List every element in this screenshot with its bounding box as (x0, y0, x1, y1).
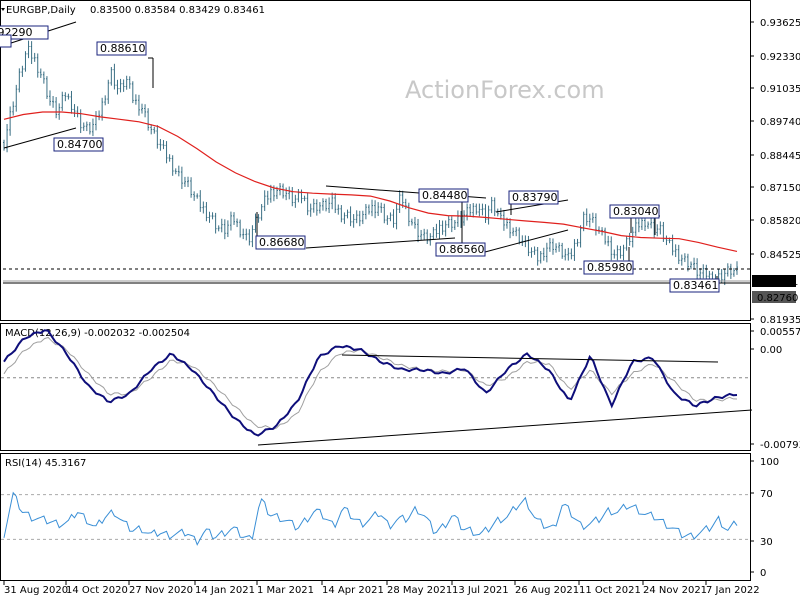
date-axis-label: 26 Aug 2021 (515, 585, 579, 596)
date-axis-label: 14 Apr 2021 (322, 585, 384, 596)
price-annotation-box (0, 25, 49, 40)
macd-axis-label: 0.00 (760, 345, 782, 356)
price-annotation-box (669, 278, 720, 293)
rsi-axis-label: 100 (760, 457, 779, 468)
rsi-line (3, 491, 738, 546)
date-axis-label: 7 Jan 2022 (706, 585, 760, 596)
price-axis-label: 0.89740 (760, 117, 800, 128)
price-annotation-label: 0.85980 (587, 261, 633, 274)
date-axis-label: 1 Mar 2021 (257, 585, 314, 596)
macd-signal-line (3, 336, 738, 430)
price-annotation-label: 0.86680 (259, 236, 305, 249)
chart-title-symbol: EURGBP,Daily (6, 5, 76, 16)
date-axis-label: 31 Aug 2020 (4, 585, 68, 596)
price-annotation-label: 0.83040 (613, 205, 659, 218)
price-annotation-label: 0.84700 (57, 138, 103, 151)
macd-axis-label: 0.005579 (760, 327, 800, 338)
rsi-axis-label: 70 (760, 489, 773, 500)
watermark: ActionForex.com (405, 76, 605, 104)
price-axis-label: 0.85820 (760, 216, 800, 227)
rsi-axis-label: 30 (760, 537, 773, 548)
macd-trendline-upper (341, 354, 719, 363)
symbol-dropdown-icon[interactable] (1, 8, 5, 11)
annotation-layer: 0.922900.886100.847000.866800.844800.865… (0, 21, 753, 446)
price-axis-label: 0.88445 (760, 151, 800, 162)
price-axis-label: 0.93625 (760, 18, 800, 29)
date-axis-label: 14 Jan 2021 (195, 585, 255, 596)
rsi-axis-label: 0 (760, 568, 766, 579)
axis-layer: 0.93625 0.92330 0.91035 0.89740 0.88445 0.871… (3, 18, 800, 596)
price-annotation-box (508, 190, 559, 205)
support-price-label: 0.82760 (757, 293, 798, 304)
rsi-series-layer (1, 491, 750, 546)
trendline (484, 229, 569, 253)
date-axis-label: 24 Nov 2021 (643, 585, 707, 596)
price-annotation-box (435, 242, 486, 257)
support-price-box (752, 291, 796, 303)
rsi-panel-frame (0, 453, 751, 581)
price-annotation-box (255, 235, 306, 250)
price-annotation-box (583, 260, 634, 275)
macd-main-line (3, 329, 738, 437)
price-annotation-label: 0.83790 (512, 191, 558, 204)
date-axis-label: 28 May 2021 (387, 585, 452, 596)
price-axis-label: 0.87150 (760, 183, 800, 194)
macd-panel-frame (0, 323, 751, 451)
price-annotation-label: 0.83461 (673, 279, 719, 292)
moving-average-line (3, 111, 738, 252)
macd-title: MACD(12,26,9) -0.002032 -0.002504 (5, 328, 190, 339)
price-annotation-box (53, 137, 104, 152)
rsi-title: RSI(14) 45.3167 (5, 458, 86, 469)
date-axis-label: 27 Nov 2020 (129, 585, 193, 596)
price-panel-frame (0, 0, 751, 321)
price-annotation-box (96, 41, 147, 56)
date-axis-label: 14 Oct 2020 (66, 585, 128, 596)
price-annotation-label: 0.86560 (439, 243, 485, 256)
date-axis-label: 11 Oct 2021 (579, 585, 641, 596)
macd-axis-label: -0.007931 (760, 440, 800, 451)
price-axis-label: 0.92330 (760, 52, 800, 63)
trendline (3, 127, 77, 149)
price-axis-label: 0.81935 (760, 315, 800, 326)
price-axis-label: 0.84525 (760, 250, 800, 261)
chart-title-ohlc: 0.83500 0.83584 0.83429 0.83461 (90, 5, 265, 16)
price-annotation-box (418, 188, 469, 203)
price-annotation-box (609, 204, 660, 219)
current-price-label: 0.83461 (757, 277, 798, 288)
price-annotation-label: 0.84480 (422, 189, 468, 202)
macd-trendline-lower (257, 409, 753, 446)
current-price-box (752, 275, 796, 287)
price-series-layer (3, 40, 738, 289)
price-annotation-box-clipped (0, 34, 12, 48)
price-annotation-label: 0.88610 (100, 42, 146, 55)
macd-series-layer (1, 329, 750, 437)
date-axis-label: 13 Jul 2021 (452, 585, 509, 596)
price-axis-label: 0.91035 (760, 84, 800, 95)
trendline (305, 237, 456, 249)
